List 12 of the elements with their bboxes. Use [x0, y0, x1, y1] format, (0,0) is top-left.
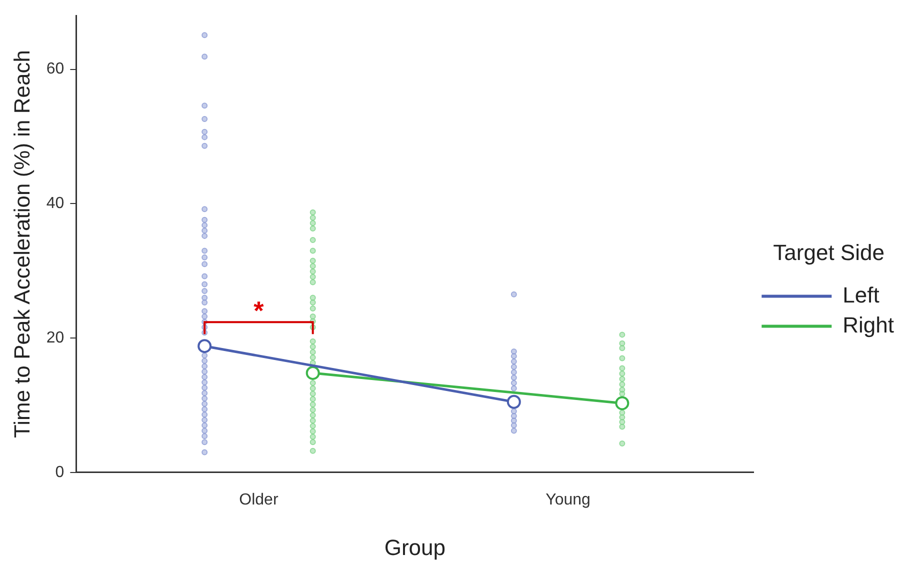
x-tick-label: Young	[546, 491, 590, 508]
legend-label: Right	[842, 312, 894, 338]
legend-title: Target Side	[773, 240, 884, 265]
x-axis-title: Group	[384, 534, 446, 560]
annotation: *	[254, 295, 265, 326]
y-axis-title: Time to Peak Acceleration (%) in Reach	[9, 50, 34, 438]
y-tick-label: 20	[46, 329, 64, 346]
legend-label: Left	[842, 282, 880, 308]
x-tick-label: Older	[239, 491, 279, 508]
y-tick-label: 0	[55, 464, 64, 481]
y-tick-label: 40	[46, 195, 64, 212]
y-tick-label: 60	[46, 60, 64, 78]
